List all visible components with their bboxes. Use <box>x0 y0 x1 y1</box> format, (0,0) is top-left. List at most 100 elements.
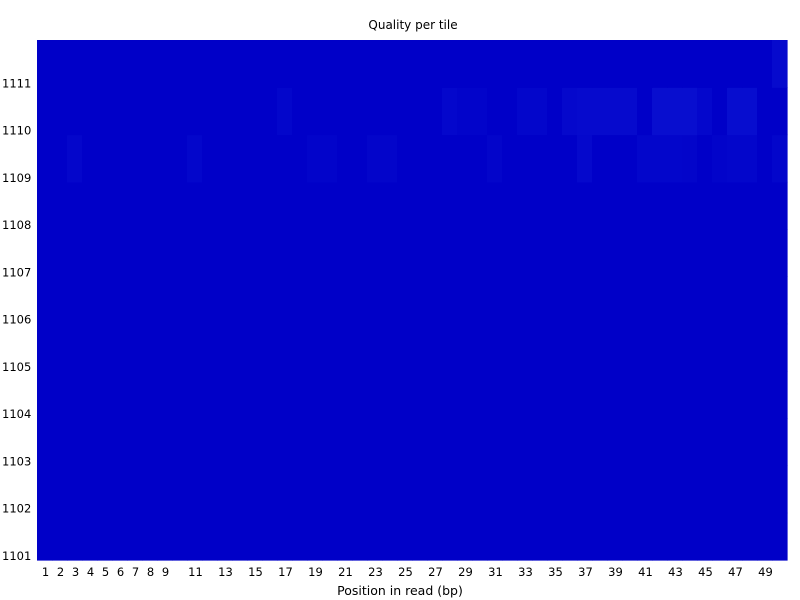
heatmap-cell <box>697 276 713 325</box>
y-tick-label: 1104 <box>2 407 31 421</box>
heatmap-cell <box>37 465 53 514</box>
heatmap-cell <box>352 323 368 372</box>
heatmap-cell <box>367 512 383 561</box>
heatmap-cell <box>232 40 248 88</box>
heatmap-cell <box>37 512 53 561</box>
heatmap-cell <box>232 181 248 230</box>
heatmap-cell <box>772 418 788 467</box>
heatmap-cell <box>262 229 278 277</box>
heatmap-cell <box>277 276 293 325</box>
heatmap-cell <box>682 229 698 277</box>
heatmap-cell <box>187 323 203 372</box>
heatmap-cell <box>457 418 473 467</box>
heatmap-cell <box>547 465 563 514</box>
heatmap-cell <box>502 40 518 88</box>
heatmap-cell <box>397 134 413 183</box>
heatmap-cell <box>307 370 323 419</box>
heatmap-cell <box>652 512 668 561</box>
heatmap-cell <box>727 465 743 514</box>
heatmap-cell <box>667 465 683 514</box>
heatmap-cell <box>277 134 293 183</box>
heatmap-cell <box>97 87 113 136</box>
heatmap-cell <box>547 512 563 561</box>
heatmap-cell <box>52 276 68 325</box>
heatmap-cell <box>532 134 548 183</box>
heatmap-cell <box>577 323 593 372</box>
heatmap-cell <box>697 87 713 136</box>
heatmap-cell <box>442 181 458 230</box>
heatmap-cell <box>382 323 398 372</box>
heatmap-cell <box>682 134 698 183</box>
heatmap-cell <box>622 87 638 136</box>
x-tick-label: 33 <box>518 565 533 579</box>
heatmap-cell <box>757 418 773 467</box>
heatmap-cell <box>592 512 608 561</box>
heatmap-cell <box>142 276 158 325</box>
heatmap-cell <box>52 370 68 419</box>
heatmap-cell <box>412 418 428 467</box>
heatmap-cell <box>442 40 458 88</box>
heatmap-cell <box>712 465 728 514</box>
heatmap-cell <box>532 418 548 467</box>
heatmap-cell <box>322 229 338 277</box>
heatmap-cell <box>397 323 413 372</box>
heatmap-cell <box>652 418 668 467</box>
heatmap-cell <box>52 465 68 514</box>
heatmap-cell <box>727 418 743 467</box>
heatmap-cell <box>157 40 173 88</box>
heatmap-cell <box>637 87 653 136</box>
heatmap-cell <box>637 276 653 325</box>
heatmap-cell <box>667 370 683 419</box>
heatmap-cell <box>502 418 518 467</box>
heatmap-cell <box>772 181 788 230</box>
heatmap-cell <box>82 323 98 372</box>
heatmap-cell <box>652 40 668 88</box>
heatmap-cell <box>97 323 113 372</box>
heatmap-cell <box>112 465 128 514</box>
heatmap-cell <box>712 323 728 372</box>
heatmap-cell <box>142 465 158 514</box>
heatmap-cell <box>457 465 473 514</box>
heatmap-cell <box>532 181 548 230</box>
heatmap-cell <box>697 134 713 183</box>
heatmap-cell <box>517 418 533 467</box>
heatmap-cell <box>82 229 98 277</box>
heatmap-cell <box>442 512 458 561</box>
heatmap-cell <box>337 465 353 514</box>
heatmap-cell <box>592 229 608 277</box>
heatmap-cell <box>472 512 488 561</box>
heatmap-cell <box>592 276 608 325</box>
heatmap-cell <box>232 229 248 277</box>
heatmap-cell <box>517 276 533 325</box>
heatmap-cell <box>757 229 773 277</box>
heatmap-cell <box>607 465 623 514</box>
heatmap-cell <box>217 418 233 467</box>
heatmap-cell <box>457 87 473 136</box>
heatmap-cell <box>202 134 218 183</box>
heatmap-cell <box>592 465 608 514</box>
heatmap-cell <box>562 370 578 419</box>
heatmap-cell <box>472 229 488 277</box>
heatmap-cell <box>127 323 143 372</box>
heatmap-cell <box>712 512 728 561</box>
heatmap-cell <box>457 512 473 561</box>
heatmap-cell <box>622 418 638 467</box>
x-tick-label: 45 <box>698 565 713 579</box>
heatmap-cell <box>202 512 218 561</box>
heatmap-cell <box>37 181 53 230</box>
heatmap-cell <box>502 229 518 277</box>
heatmap-cell <box>322 276 338 325</box>
heatmap-cell <box>532 276 548 325</box>
heatmap-cell <box>367 134 383 183</box>
heatmap-cell <box>682 418 698 467</box>
heatmap-cell <box>472 87 488 136</box>
heatmap-cell <box>667 418 683 467</box>
heatmap-cell <box>577 87 593 136</box>
heatmap-cell <box>82 276 98 325</box>
heatmap-cell <box>457 40 473 88</box>
heatmap-cell <box>247 134 263 183</box>
heatmap-cell <box>37 323 53 372</box>
heatmap-cell <box>412 229 428 277</box>
heatmap-cell <box>37 40 53 88</box>
heatmap-cell <box>487 465 503 514</box>
